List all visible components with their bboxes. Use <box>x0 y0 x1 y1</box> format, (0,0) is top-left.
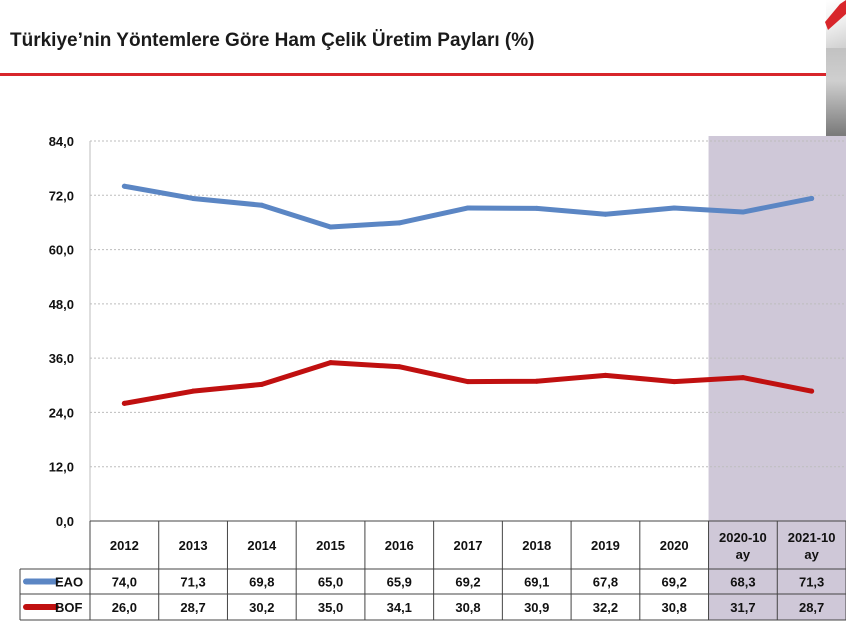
y-tick-label: 36,0 <box>49 351 74 366</box>
data-label: 32,2 <box>593 600 618 615</box>
data-label: 74,0 <box>112 575 137 590</box>
data-point <box>809 195 815 201</box>
data-point <box>190 388 196 394</box>
x-tick-label: 2017 <box>454 538 483 553</box>
corner-logo-mark <box>825 0 846 30</box>
x-tick-label: 2018 <box>522 538 551 553</box>
x-tick-label: ay <box>804 547 819 562</box>
data-point <box>396 220 402 226</box>
x-tick-label: 2013 <box>179 538 208 553</box>
page-title: Türkiye’nin Yöntemlere Göre Ham Çelik Ür… <box>10 30 535 51</box>
x-tick-label: 2021-10 <box>788 530 836 545</box>
data-point <box>809 388 815 394</box>
data-label: 67,8 <box>593 575 618 590</box>
data-point <box>740 209 746 215</box>
y-tick-label: 12,0 <box>49 460 74 475</box>
data-point <box>259 381 265 387</box>
data-label: 28,7 <box>799 600 824 615</box>
y-tick-label: 48,0 <box>49 297 74 312</box>
data-label: 69,2 <box>662 575 687 590</box>
data-label: 69,1 <box>524 575 549 590</box>
x-tick-label: 2016 <box>385 538 414 553</box>
title-underline <box>0 73 846 76</box>
y-tick-label: 60,0 <box>49 243 74 258</box>
data-label: 30,8 <box>662 600 687 615</box>
data-label: 31,7 <box>730 600 755 615</box>
data-point <box>602 372 608 378</box>
x-tick-label: ay <box>736 547 751 562</box>
data-label: 30,8 <box>455 600 480 615</box>
data-point <box>671 379 677 385</box>
data-point <box>740 375 746 381</box>
y-tick-label: 24,0 <box>49 405 74 420</box>
x-tick-label: 2012 <box>110 538 139 553</box>
x-tick-label: 2020 <box>660 538 689 553</box>
data-label: 34,1 <box>387 600 412 615</box>
data-label: 30,2 <box>249 600 274 615</box>
data-label: 69,8 <box>249 575 274 590</box>
data-label: 35,0 <box>318 600 343 615</box>
data-label: 68,3 <box>730 575 755 590</box>
x-tick-label: 2015 <box>316 538 345 553</box>
data-label: 28,7 <box>180 600 205 615</box>
y-tick-label: 0,0 <box>56 514 74 529</box>
data-label: 30,9 <box>524 600 549 615</box>
data-label: 71,3 <box>799 575 824 590</box>
x-tick-label: 2019 <box>591 538 620 553</box>
data-point <box>534 205 540 211</box>
y-tick-label: 72,0 <box>49 188 74 203</box>
legend-label: EAO <box>55 575 83 590</box>
data-point <box>602 211 608 217</box>
legend-label: BOF <box>55 600 83 615</box>
data-point <box>328 224 334 230</box>
data-label: 65,9 <box>387 575 412 590</box>
data-point <box>396 364 402 370</box>
data-point <box>190 195 196 201</box>
data-point <box>465 379 471 385</box>
data-label: 69,2 <box>455 575 480 590</box>
data-point <box>671 205 677 211</box>
data-point <box>259 202 265 208</box>
x-tick-label: 2020-10 <box>719 530 767 545</box>
data-point <box>328 360 334 366</box>
data-point <box>121 183 127 189</box>
data-point <box>465 205 471 211</box>
x-tick-label: 2014 <box>247 538 277 553</box>
y-tick-label: 84,0 <box>49 134 74 149</box>
data-label: 26,0 <box>112 600 137 615</box>
data-label: 71,3 <box>180 575 205 590</box>
data-point <box>534 378 540 384</box>
data-point <box>121 400 127 406</box>
data-label: 65,0 <box>318 575 343 590</box>
